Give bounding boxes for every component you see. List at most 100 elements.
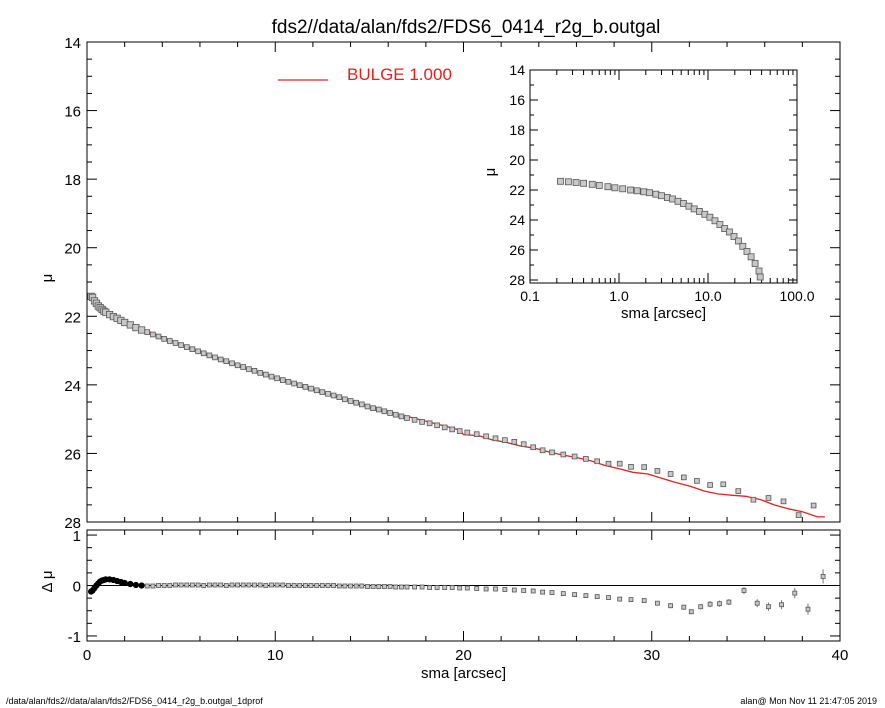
main-data-point bbox=[137, 326, 146, 334]
residual-y-tick-label: 1 bbox=[73, 528, 81, 545]
footer-left: /data/alan/fds2//data/alan/fds2/FDS6_041… bbox=[6, 696, 263, 706]
inset-data-point bbox=[743, 248, 751, 255]
residual-x-tick-label: 0 bbox=[83, 647, 91, 664]
residual-data-point bbox=[398, 584, 404, 590]
main-data-point bbox=[502, 437, 508, 443]
inset-y-tick-label: 22 bbox=[509, 182, 525, 198]
residual-data-point bbox=[297, 583, 303, 588]
residual-data-point bbox=[212, 582, 218, 588]
main-data-point bbox=[206, 352, 213, 359]
main-data-point bbox=[667, 471, 674, 477]
main-data-point bbox=[161, 336, 168, 342]
residual-data-point bbox=[511, 587, 517, 593]
inset-data-point bbox=[716, 221, 724, 228]
inset-data-point bbox=[674, 197, 682, 205]
main-data-point bbox=[449, 426, 455, 433]
residual-data-point bbox=[779, 602, 784, 608]
main-data-point bbox=[217, 356, 224, 363]
residual-data-point bbox=[754, 600, 760, 606]
residual-data-point bbox=[252, 582, 257, 588]
main-data-point bbox=[262, 371, 269, 378]
inset-data-point bbox=[730, 233, 738, 240]
main-data-point bbox=[200, 350, 207, 357]
main-y-tick-label: 18 bbox=[64, 172, 81, 189]
main-data-point bbox=[520, 441, 527, 447]
main-data-point bbox=[381, 408, 388, 415]
inset-data-point bbox=[658, 192, 665, 200]
residual-x-tick-label: 20 bbox=[455, 647, 472, 664]
residual-data-point bbox=[285, 583, 291, 588]
residual-data-point bbox=[655, 600, 660, 606]
residual-data-point bbox=[628, 597, 634, 602]
residual-data-point bbox=[617, 596, 623, 602]
residual-data-point bbox=[412, 584, 418, 590]
main-y-axis-title: μ bbox=[39, 274, 56, 283]
residual-data-point bbox=[229, 582, 235, 588]
inset-x-tick-label: 1.0 bbox=[609, 288, 629, 304]
residual-data-point bbox=[594, 594, 600, 599]
main-data-point bbox=[765, 495, 772, 501]
main-data-point bbox=[274, 375, 280, 382]
main-data-point bbox=[720, 481, 727, 488]
main-data-point bbox=[302, 384, 309, 390]
residual-data-point bbox=[353, 583, 359, 589]
residual-data-point bbox=[138, 582, 145, 589]
inset-data-point bbox=[611, 184, 619, 192]
residual-data-point bbox=[263, 583, 269, 588]
main-data-point bbox=[483, 433, 489, 440]
residual-data-point bbox=[726, 599, 732, 605]
residual-data-point bbox=[449, 585, 455, 590]
inset-data-point bbox=[627, 186, 634, 194]
residual-data-point bbox=[257, 582, 263, 588]
inset-y-tick-label: 20 bbox=[509, 152, 525, 168]
residual-x-tick-label: 40 bbox=[832, 647, 849, 664]
chart-title: fds2//data/alan/fds2/FDS6_0414_r2g_b.out… bbox=[272, 17, 661, 38]
main-data-point bbox=[750, 496, 757, 503]
residual-data-point bbox=[820, 574, 826, 579]
main-data-point bbox=[150, 331, 156, 338]
residual-data-point bbox=[173, 582, 178, 588]
residual-data-point bbox=[530, 588, 536, 594]
residual-data-point bbox=[308, 583, 314, 588]
inset-data-point bbox=[604, 183, 612, 191]
main-data-point bbox=[681, 474, 687, 481]
main-data-point bbox=[387, 410, 393, 416]
residual-data-point bbox=[359, 583, 365, 589]
main-data-point bbox=[195, 348, 201, 355]
inset-data-point bbox=[735, 237, 742, 245]
residual-data-point bbox=[474, 586, 480, 591]
inset-data-point bbox=[588, 180, 596, 188]
residual-data-point bbox=[246, 582, 252, 588]
residual-data-point bbox=[240, 582, 246, 588]
residual-data-point bbox=[464, 585, 470, 591]
residual-x-axis-title: sma [arcsec] bbox=[421, 665, 506, 682]
residual-data-point bbox=[387, 584, 393, 589]
main-data-point bbox=[313, 387, 320, 394]
main-data-point bbox=[654, 468, 661, 474]
main-data-point bbox=[810, 502, 817, 509]
inset-plot-frame bbox=[529, 69, 798, 284]
main-data-point bbox=[511, 438, 518, 445]
main-y-tick-label: 22 bbox=[64, 309, 81, 326]
main-data-point bbox=[144, 329, 151, 335]
main-data-point bbox=[419, 419, 425, 425]
main-data-point bbox=[375, 406, 382, 413]
residual-data-point bbox=[393, 584, 399, 590]
main-y-tick-label: 16 bbox=[64, 104, 81, 121]
main-y-tick-label: 14 bbox=[64, 35, 81, 52]
main-y-tick-label: 26 bbox=[64, 446, 81, 463]
residual-data-point bbox=[668, 603, 673, 609]
residual-data-point bbox=[269, 582, 274, 588]
main-data-point bbox=[411, 416, 418, 423]
inset-y-tick-label: 26 bbox=[509, 242, 525, 258]
main-data-point bbox=[347, 398, 354, 404]
inset-data-point bbox=[572, 179, 580, 186]
residual-data-point bbox=[302, 583, 308, 588]
inset-data-point bbox=[565, 178, 572, 186]
residual-x-tick-label: 30 bbox=[643, 647, 660, 664]
main-data-point bbox=[325, 390, 331, 397]
main-data-point bbox=[285, 378, 292, 385]
main-data-point bbox=[392, 411, 399, 418]
main-data-point bbox=[319, 389, 326, 395]
